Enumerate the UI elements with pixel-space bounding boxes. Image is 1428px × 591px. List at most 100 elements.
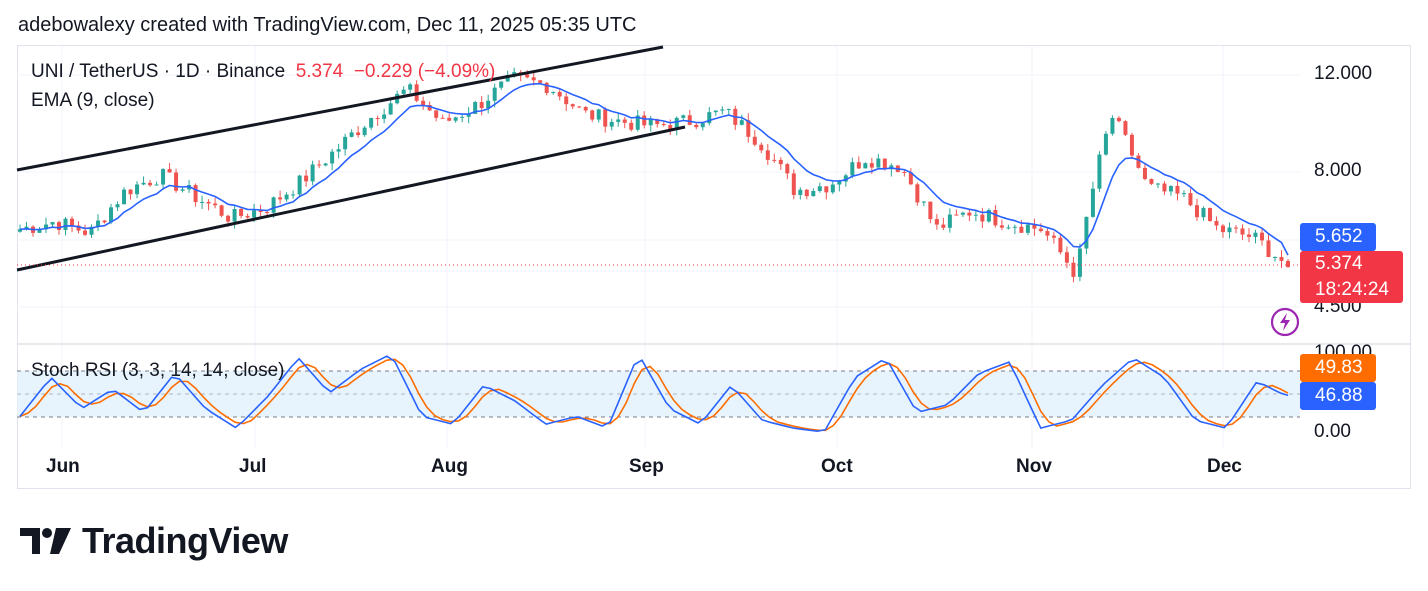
candle-body (505, 75, 510, 82)
channel-upper[interactable] (16, 45, 664, 172)
candle-body (76, 225, 81, 231)
candle-body (882, 158, 887, 170)
candle-body (427, 105, 432, 111)
candle-body (1188, 193, 1193, 206)
month-dec: Dec (1207, 456, 1242, 477)
candle-body (1045, 231, 1050, 236)
candle-body (297, 175, 302, 195)
candle-body (778, 159, 783, 165)
candle-body (648, 119, 653, 126)
candle-body (687, 115, 692, 125)
candle-body (798, 189, 803, 195)
candle-body (551, 91, 556, 93)
candle-body (824, 186, 829, 193)
ema-legend[interactable]: EMA (9, close) (31, 90, 155, 111)
candle-body (1019, 226, 1024, 233)
tradingview-logo-icon (20, 528, 71, 554)
candle-body (369, 118, 374, 128)
candle-body (1116, 117, 1121, 122)
candle-body (460, 116, 465, 118)
candle-body (947, 214, 952, 228)
candle-body (1240, 228, 1245, 235)
candle-body (89, 226, 94, 235)
candle-body (1220, 225, 1225, 233)
candle-body (57, 222, 62, 231)
candle-body (252, 210, 257, 218)
lightning-icon[interactable] (1270, 307, 1300, 337)
candle-body (193, 185, 198, 203)
candle-body (765, 150, 770, 160)
candle-body (973, 214, 978, 216)
candle-body (1279, 257, 1284, 261)
candle-body (375, 118, 380, 120)
channel-lower[interactable] (16, 125, 686, 272)
candle-body (544, 82, 549, 93)
chart-frame (17, 45, 1411, 489)
candle-body (609, 121, 614, 127)
candle-body (167, 169, 172, 173)
candle-body (206, 201, 211, 204)
month-jun: Jun (46, 456, 80, 477)
candle-body (479, 102, 484, 109)
candle-body (317, 164, 322, 166)
candle-body (291, 194, 296, 196)
candle-body (115, 204, 120, 208)
candle-body (694, 124, 699, 128)
candle-body (863, 163, 868, 169)
price-tick-8000: 8.000 (1314, 160, 1362, 181)
candle-body (330, 151, 335, 164)
rsi-tick-0: 0.00 (1314, 421, 1351, 442)
candle-body (1084, 216, 1089, 249)
candle-body (96, 220, 101, 227)
candle-body (466, 113, 471, 117)
candle-body (752, 136, 757, 145)
month-oct: Oct (821, 456, 853, 477)
candle-body (174, 172, 179, 191)
candle-body (18, 229, 22, 232)
candle-body (278, 197, 283, 200)
candle-body (434, 110, 439, 118)
candle-body (1266, 240, 1271, 258)
candle-body (616, 119, 621, 122)
last-price-value: 5.374 (295, 61, 344, 82)
countdown-timer: 18:24:24 (1315, 279, 1389, 300)
candle-body (102, 220, 107, 223)
candle-body (180, 189, 185, 191)
candle-body (668, 125, 673, 130)
candle-body (960, 212, 965, 215)
candle-body (876, 158, 881, 168)
candle-body (382, 114, 387, 119)
candle-body (1012, 226, 1017, 228)
candle-body (148, 182, 153, 186)
candle-body (921, 201, 926, 203)
candle-body (564, 96, 569, 105)
candle-body (1103, 133, 1108, 155)
candle-body (980, 214, 985, 222)
stoch-rsi-legend[interactable]: Stoch RSI (3, 3, 14, 14, close) (31, 360, 285, 381)
candle-body (583, 107, 588, 111)
candle-body (401, 89, 406, 94)
candle-body (135, 184, 140, 195)
candle-body (70, 218, 75, 226)
price-tick-12000: 12.000 (1314, 63, 1373, 84)
tradingview-logo[interactable]: TradingView (20, 520, 288, 562)
candle-body (817, 186, 822, 191)
candle-body (284, 194, 289, 200)
symbol-legend[interactable]: UNI / TetherUS · 1D · Binance 5.374 −0.2… (31, 61, 495, 83)
candle-body (1025, 224, 1030, 233)
candle-body (447, 117, 452, 121)
candle-body (1090, 188, 1095, 217)
candle-body (1168, 185, 1173, 192)
last-price-tag-value: 5.374 (1315, 253, 1363, 274)
candle-body (707, 112, 712, 124)
candle-body (473, 102, 478, 114)
ema-price-tag: 5.652 (1300, 223, 1376, 251)
candle-body (902, 172, 907, 174)
candle-body (232, 209, 237, 222)
candle-body (856, 162, 861, 169)
candle-body (83, 230, 88, 235)
candle-body (421, 100, 426, 106)
candle-body (50, 222, 55, 225)
candle-body (122, 189, 127, 205)
